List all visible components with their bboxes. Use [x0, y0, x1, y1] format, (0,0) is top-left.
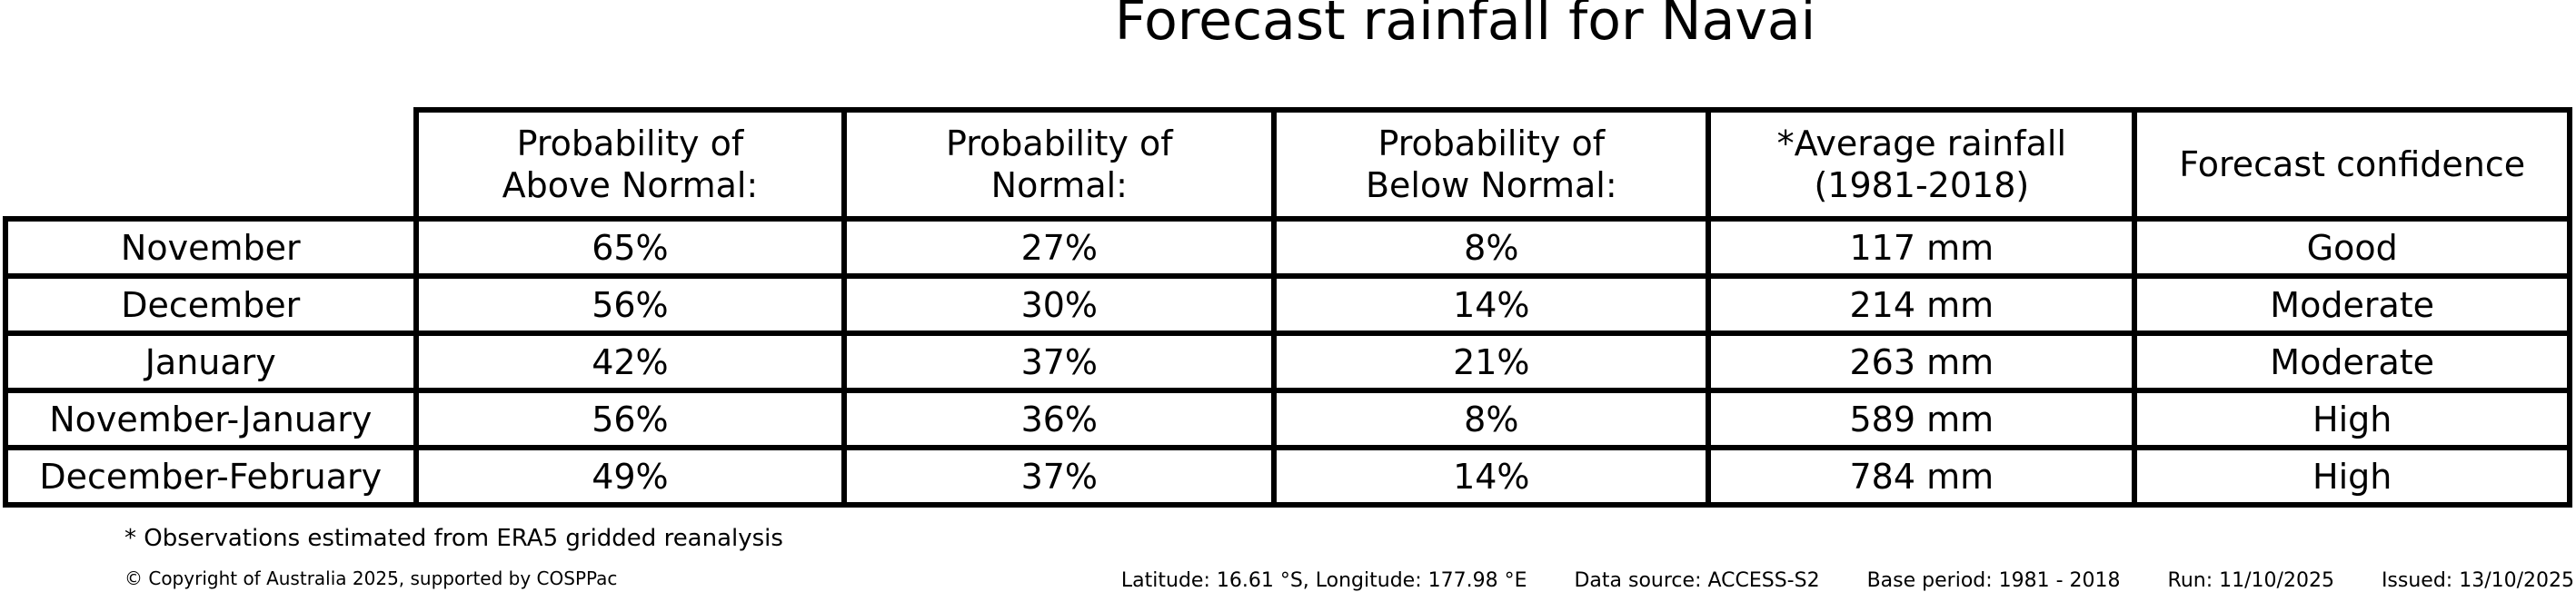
cell-above-normal: 42%: [413, 331, 848, 393]
col-header-forecast-confidence: Forecast confidence: [2132, 107, 2572, 222]
cell-below-normal: 8%: [1271, 388, 1712, 450]
figure-title: Forecast rainfall for Navai: [1114, 0, 1816, 53]
col-header-above-normal: Probability of Above Normal:: [413, 107, 848, 222]
col-header-below-normal: Probability of Below Normal:: [1271, 107, 1712, 222]
table-row-november: November 65% 27% 8% 117 mm Good: [3, 216, 2572, 279]
cell-normal: 30%: [841, 273, 1278, 336]
footer-issued-date: Issued: 13/10/2025: [2381, 569, 2574, 592]
cell-above-normal: 56%: [413, 273, 848, 336]
cell-normal: 27%: [841, 216, 1278, 279]
cell-average-rainfall: 117 mm: [1706, 216, 2138, 279]
header-row: Probability of Above Normal: Probability…: [5, 107, 2572, 222]
cell-confidence: High: [2132, 445, 2572, 508]
footer-data-source: Data source: ACCESS-S2: [1574, 569, 1820, 592]
footer-info-row: Latitude: 16.61 °S, Longitude: 177.98 °E…: [1121, 569, 2574, 592]
cell-below-normal: 8%: [1271, 216, 1712, 279]
cell-above-normal: 49%: [413, 445, 848, 508]
cell-normal: 37%: [841, 445, 1278, 508]
cell-confidence: Moderate: [2132, 331, 2572, 393]
footnote: * Observations estimated from ERA5 gridd…: [124, 525, 783, 552]
cell-above-normal: 56%: [413, 388, 848, 450]
cell-below-normal: 14%: [1271, 273, 1712, 336]
row-label: November-January: [3, 388, 419, 450]
footer-location: Latitude: 16.61 °S, Longitude: 177.98 °E: [1120, 569, 1527, 592]
table-row-december: December 56% 30% 14% 214 mm Moderate: [3, 273, 2572, 336]
table-row-december-february: December-February 49% 37% 14% 784 mm Hig…: [3, 445, 2572, 508]
cell-average-rainfall: 263 mm: [1706, 331, 2138, 393]
col-header-average-rainfall: *Average rainfall (1981-2018): [1706, 107, 2138, 222]
cell-below-normal: 21%: [1271, 331, 1712, 393]
cell-normal: 36%: [841, 388, 1278, 450]
cell-below-normal: 14%: [1271, 445, 1712, 508]
cell-average-rainfall: 784 mm: [1706, 445, 2138, 508]
table-row-november-january: November-January 56% 36% 8% 589 mm High: [3, 388, 2572, 450]
row-label: December: [3, 273, 419, 336]
cell-normal: 37%: [841, 331, 1278, 393]
cell-above-normal: 65%: [413, 216, 848, 279]
cell-confidence: High: [2132, 388, 2572, 450]
cell-confidence: Moderate: [2132, 273, 2572, 336]
forecast-table: Probability of Above Normal: Probability…: [3, 107, 2572, 508]
copyright-text: © Copyright of Australia 2025, supported…: [124, 567, 618, 589]
cell-confidence: Good: [2132, 216, 2572, 279]
footer-base-period: Base period: 1981 - 2018: [1866, 569, 2121, 592]
cell-average-rainfall: 214 mm: [1706, 273, 2138, 336]
row-label: January: [3, 331, 419, 393]
row-label: November: [3, 216, 419, 279]
col-header-normal: Probability of Normal:: [841, 107, 1278, 222]
row-label: December-February: [3, 445, 419, 508]
cell-average-rainfall: 589 mm: [1706, 388, 2138, 450]
footer-run-date: Run: 11/10/2025: [2167, 569, 2334, 592]
table-row-january: January 42% 37% 21% 263 mm Moderate: [3, 331, 2572, 393]
table-corner-spacer: [5, 110, 416, 219]
